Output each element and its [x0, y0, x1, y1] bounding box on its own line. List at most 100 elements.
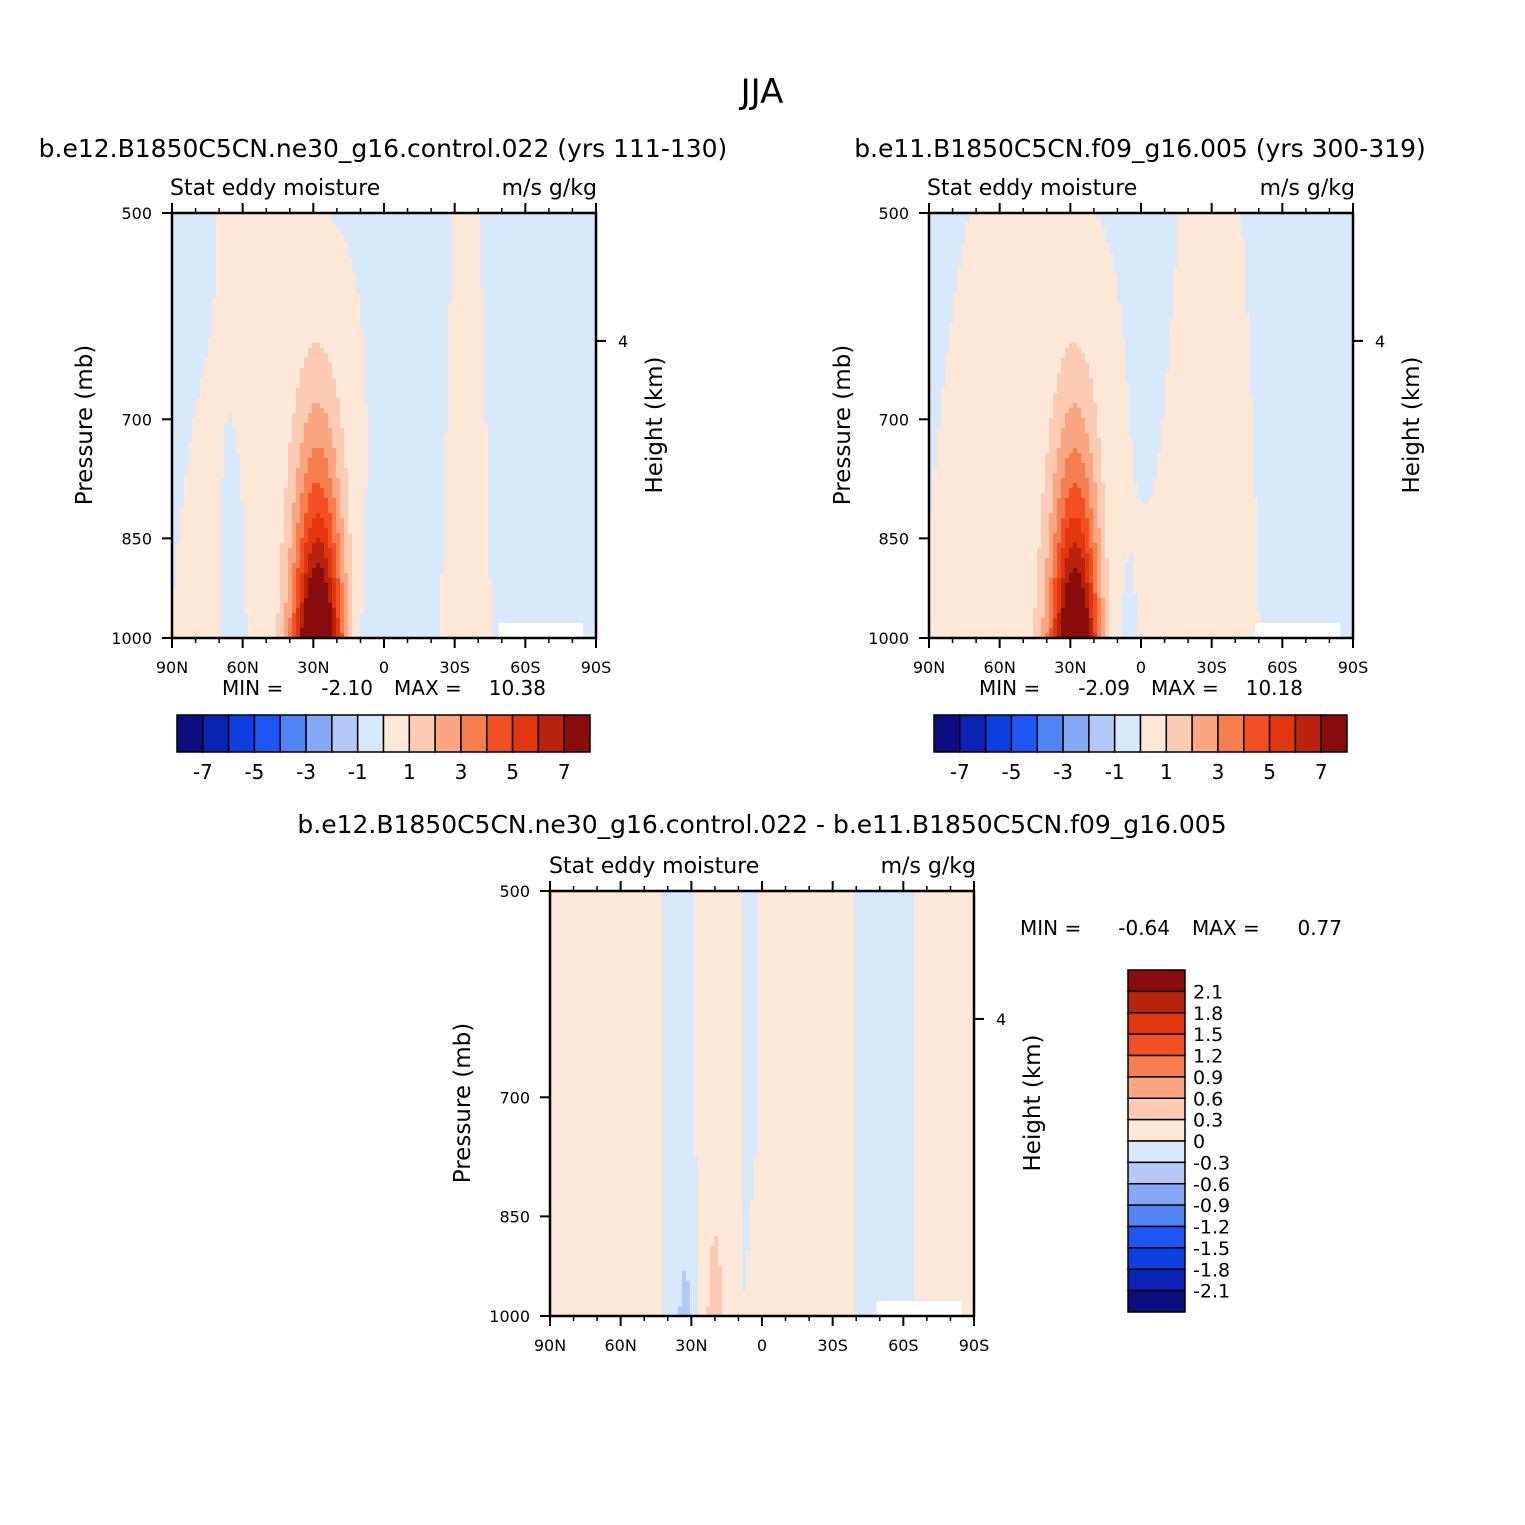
field-cell: [372, 338, 377, 344]
field-cell: [456, 258, 461, 264]
field-cell: [244, 333, 249, 339]
field-cell: [324, 263, 329, 269]
field-cell: [360, 403, 365, 409]
field-cell: [188, 308, 193, 314]
field-cell: [560, 313, 565, 319]
field-cell: [220, 233, 225, 239]
field-cell: [236, 343, 241, 349]
field-cell: [340, 248, 345, 254]
field-cell: [476, 418, 481, 424]
field-cell: [536, 213, 541, 219]
field-cell: [408, 293, 413, 299]
field-cell: [448, 273, 453, 279]
field-cell: [416, 403, 421, 409]
field-cell: [456, 263, 461, 269]
field-cell: [232, 213, 237, 219]
field-cell: [196, 403, 201, 409]
field-cell: [376, 263, 381, 269]
field-cell: [452, 378, 457, 384]
field-cell: [468, 438, 473, 444]
field-cell: [592, 298, 597, 304]
field-cell: [532, 433, 537, 439]
field-cell: [400, 263, 405, 269]
field-cell: [344, 303, 349, 309]
field-cell: [360, 318, 365, 324]
field-cell: [364, 313, 369, 319]
field-cell: [432, 243, 437, 249]
field-cell: [180, 348, 185, 354]
field-cell: [528, 253, 533, 259]
field-cell: [444, 443, 449, 449]
field-cell: [240, 333, 245, 339]
field-cell: [408, 328, 413, 334]
field-cell: [292, 343, 297, 349]
field-cell: [184, 368, 189, 374]
field-cell: [532, 328, 537, 334]
field-cell: [232, 353, 237, 359]
field-cell: [312, 253, 317, 259]
field-cell: [464, 258, 469, 264]
field-cell: [512, 248, 517, 254]
field-cell: [212, 333, 217, 339]
field-cell: [396, 258, 401, 264]
field-cell: [288, 378, 293, 384]
field-cell: [312, 358, 317, 364]
field-cell: [524, 378, 529, 384]
field-cell: [336, 298, 341, 304]
field-cell: [396, 253, 401, 259]
field-cell: [568, 288, 573, 294]
field-cell: [448, 358, 453, 364]
field-cell: [256, 278, 261, 284]
field-cell: [476, 308, 481, 314]
field-cell: [416, 423, 421, 429]
field-cell: [264, 363, 269, 369]
field-cell: [384, 398, 389, 404]
field-cell: [592, 263, 597, 269]
field-cell: [208, 333, 213, 339]
field-cell: [460, 243, 465, 249]
field-cell: [532, 363, 537, 369]
field-cell: [228, 248, 233, 254]
field-cell: [504, 403, 509, 409]
field-cell: [236, 383, 241, 389]
field-cell: [308, 348, 313, 354]
field-cell: [488, 233, 493, 239]
field-cell: [368, 218, 373, 224]
field-cell: [228, 293, 233, 299]
field-cell: [584, 308, 589, 314]
field-cell: [396, 218, 401, 224]
field-cell: [300, 248, 305, 254]
field-cell: [384, 428, 389, 434]
field-cell: [432, 218, 437, 224]
field-cell: [336, 328, 341, 334]
field-cell: [468, 398, 473, 404]
field-cell: [424, 243, 429, 249]
field-cell: [464, 268, 469, 274]
field-cell: [556, 223, 561, 229]
field-cell: [408, 283, 413, 289]
field-cell: [364, 363, 369, 369]
field-cell: [340, 423, 345, 429]
field-cell: [276, 303, 281, 309]
field-cell: [328, 213, 333, 219]
field-cell: [304, 248, 309, 254]
field-cell: [472, 353, 477, 359]
field-cell: [208, 418, 213, 424]
field-cell: [548, 423, 553, 429]
field-cell: [236, 328, 241, 334]
field-cell: [232, 258, 237, 264]
field-cell: [444, 348, 449, 354]
field-cell: [452, 413, 457, 419]
field-cell: [548, 363, 553, 369]
field-cell: [476, 398, 481, 404]
field-cell: [540, 228, 545, 234]
field-cell: [436, 323, 441, 329]
field-cell: [540, 303, 545, 309]
field-cell: [356, 378, 361, 384]
field-cell: [248, 328, 253, 334]
field-cell: [388, 398, 393, 404]
field-cell: [484, 413, 489, 419]
field-cell: [524, 413, 529, 419]
field-cell: [264, 338, 269, 344]
field-cell: [544, 443, 549, 449]
